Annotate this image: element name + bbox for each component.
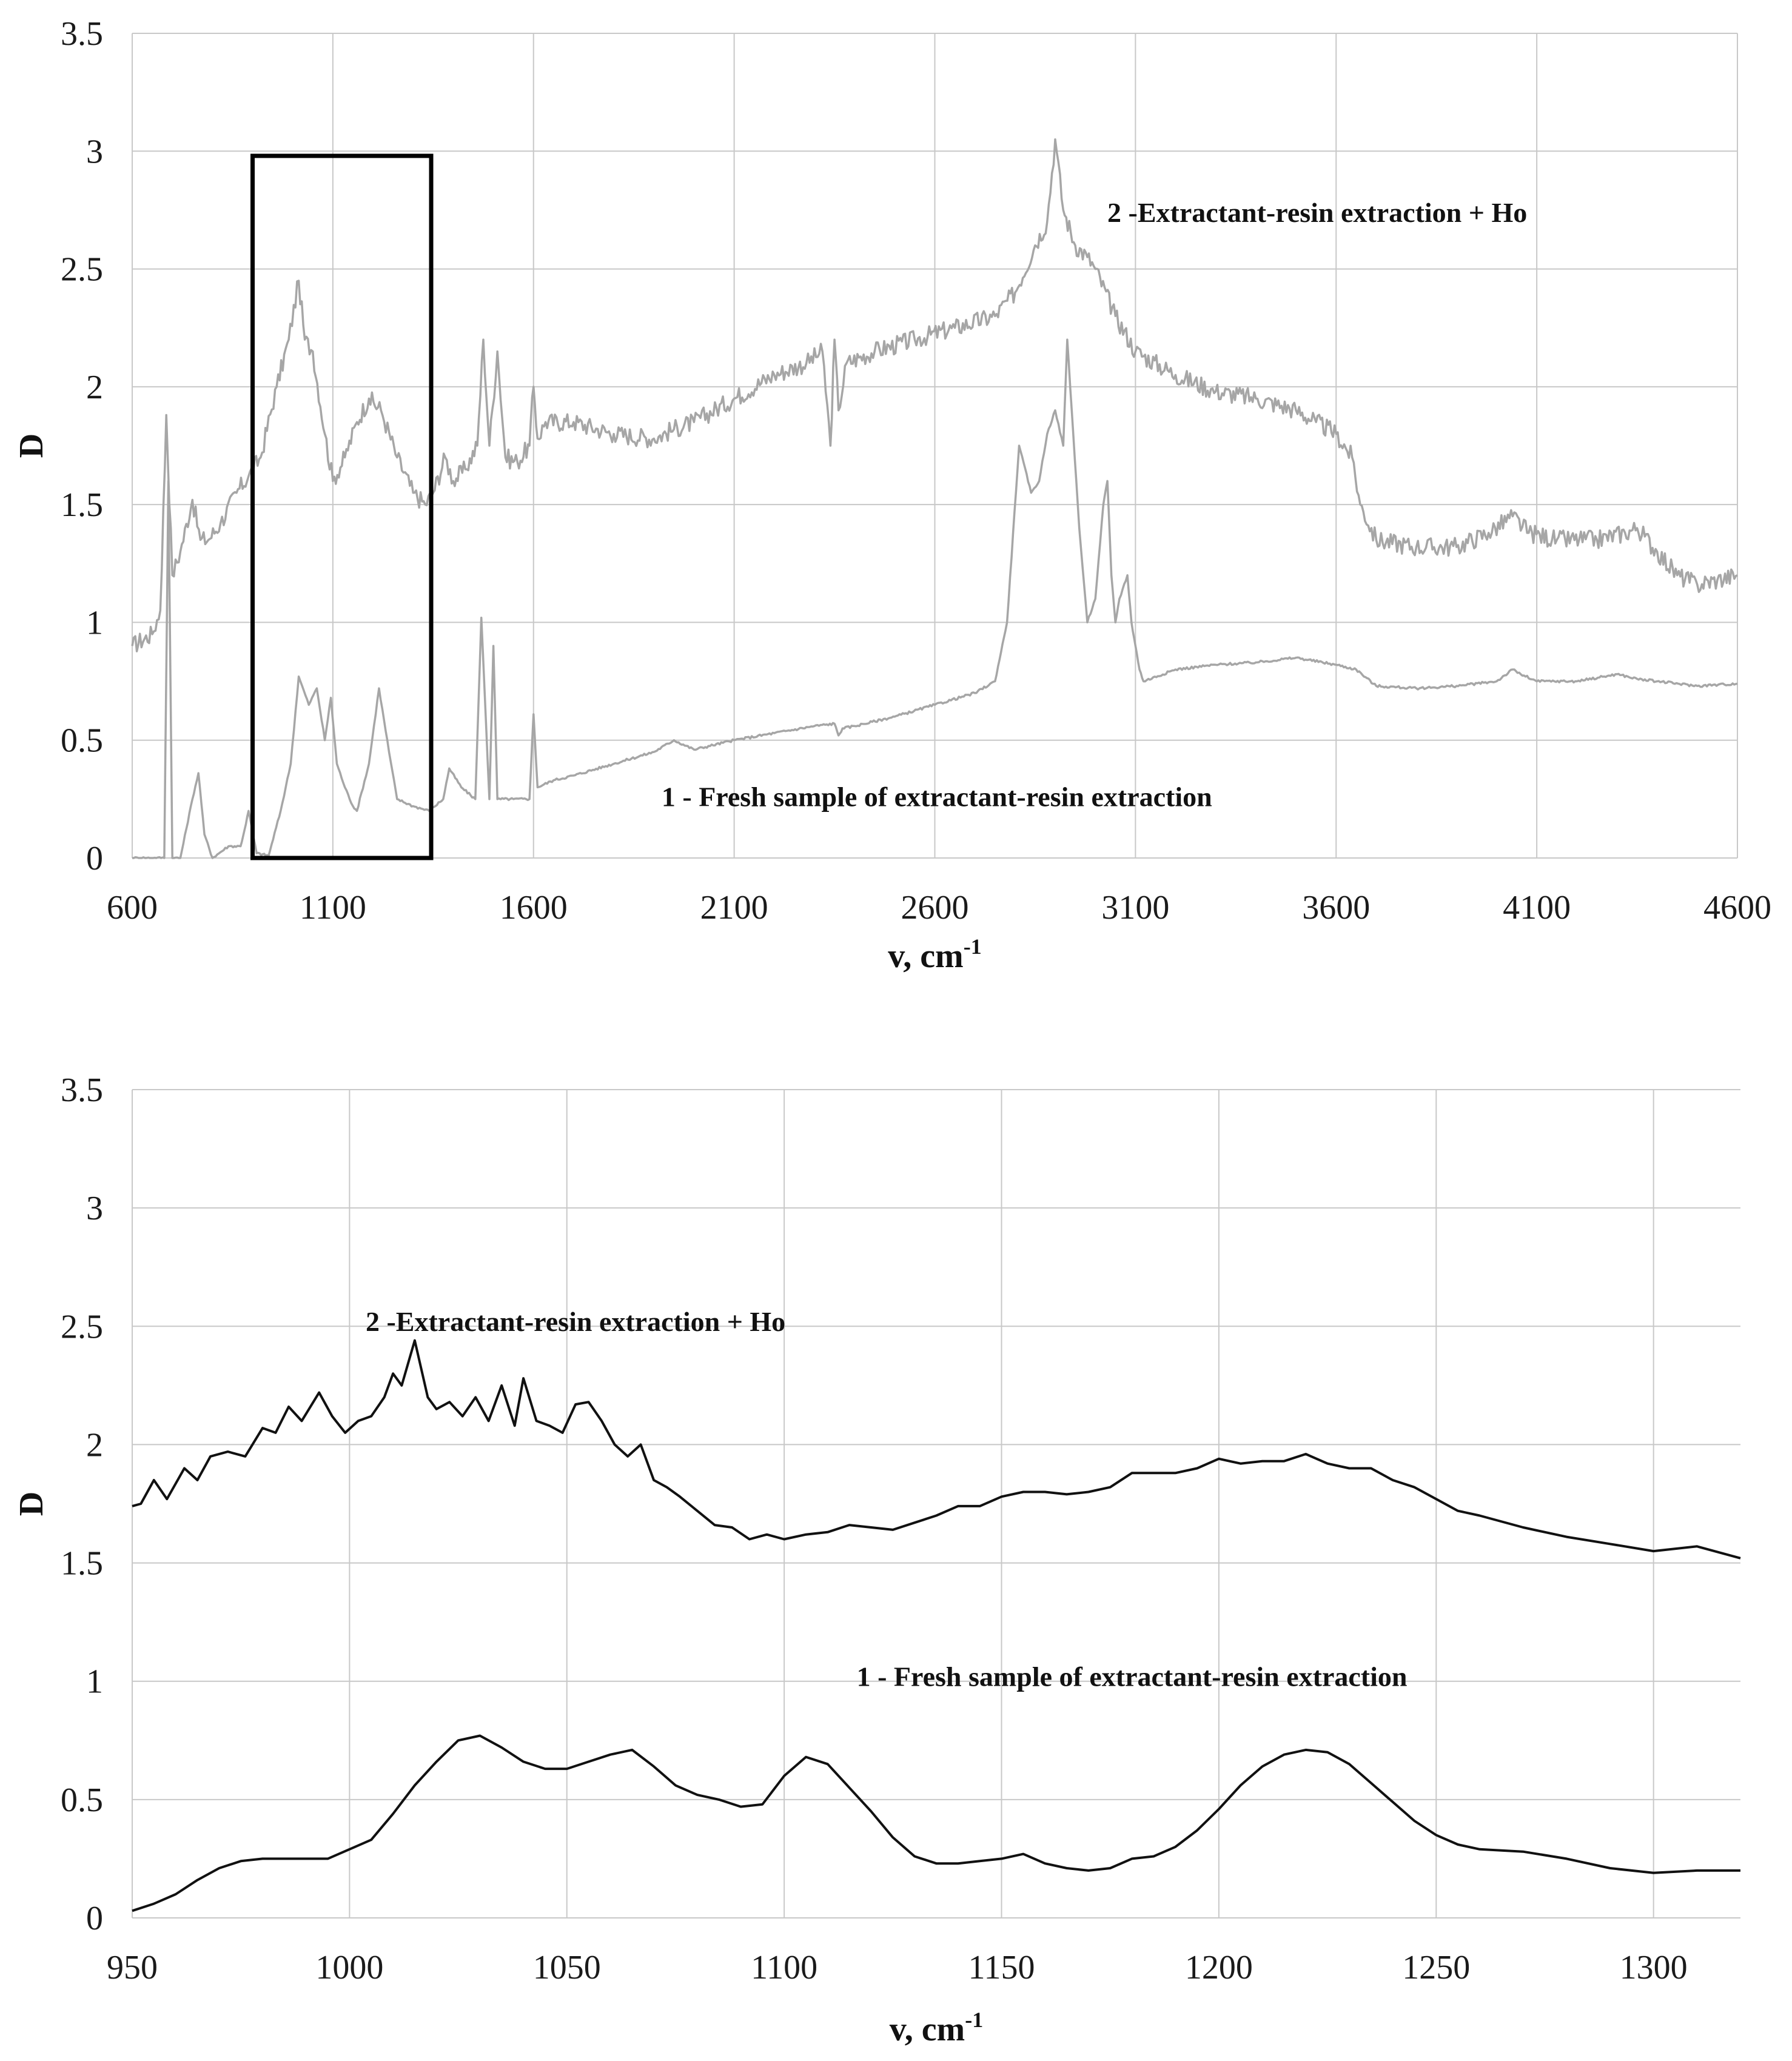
y-tick-label: 1: [86, 1663, 103, 1701]
y-tick-label: 0: [86, 840, 103, 877]
y-tick-label: 1.5: [61, 486, 103, 524]
x-tick-label: 2100: [700, 889, 768, 927]
chart-overview: 0 0.5 1 1.5 2 2.5 3 3.5 600 1100 1600 2100 2600 3100 3…: [13, 15, 1771, 975]
series-line-2: [132, 1734, 1740, 1912]
x-tick-label: 600: [107, 889, 158, 927]
y-tick-label: 2.5: [61, 251, 103, 289]
series-label-1: 2 -Extractant-resin extraction + Ho: [1107, 197, 1527, 228]
x-tick-label: 1050: [533, 1949, 601, 1986]
x-tick-label: 1250: [1402, 1949, 1470, 1986]
y-tick-label: 2.5: [61, 1308, 103, 1346]
x-tick-label: 4600: [1703, 889, 1771, 927]
y-tick-label: 2: [86, 1426, 103, 1464]
y-tick-label: 3: [86, 1190, 103, 1227]
x-tick-label: 3100: [1101, 889, 1169, 927]
y-tick-label: 3.5: [61, 15, 103, 53]
y-axis-title: D: [13, 1492, 50, 1516]
y-tick-label: 0.5: [61, 1781, 103, 1819]
chart-zoom: 0 0.5 1 1.5 2 2.5 3 3.5 950 1000 1050 1100 1150 1200 1…: [13, 1071, 1741, 2048]
zoom-region-box: [250, 153, 434, 860]
y-axis-title: D: [13, 434, 50, 458]
series-label-2: 1 - Fresh sample of extractant-resin ext…: [662, 782, 1212, 813]
x-tick-label: 1150: [968, 1949, 1035, 1986]
x-tick-label: 1000: [315, 1949, 383, 1986]
series-line-2: [132, 338, 1738, 859]
x-tick-label: 2600: [901, 889, 969, 927]
y-tick-label: 0.5: [61, 722, 103, 760]
x-tick-label: 950: [107, 1949, 158, 1986]
series-label-2: 1 - Fresh sample of extractant-resin ext…: [857, 1661, 1408, 1692]
x-tick-label: 1100: [300, 889, 366, 927]
x-tick-label: 1200: [1185, 1949, 1253, 1986]
x-tick-label: 1300: [1620, 1949, 1688, 1986]
y-tick-label: 1.5: [61, 1545, 103, 1583]
x-axis-title: v, cm-1: [890, 2008, 983, 2048]
y-tick-label: 0: [86, 1900, 103, 1937]
y-tick-label: 2: [86, 369, 103, 406]
series-label-1: 2 -Extractant-resin extraction + Ho: [366, 1306, 785, 1337]
x-axis-title: v, cm-1: [888, 934, 981, 975]
y-tick-label: 3: [86, 133, 103, 170]
y-tick-label: 1: [86, 604, 103, 642]
x-tick-label: 1100: [751, 1949, 817, 1986]
y-tick-label: 3.5: [61, 1071, 103, 1109]
x-tick-label: 4100: [1503, 889, 1571, 927]
x-tick-label: 1600: [500, 889, 568, 927]
x-tick-label: 3600: [1302, 889, 1370, 927]
series-line-1: [131, 138, 1738, 652]
series-line-1: [132, 1339, 1741, 1560]
